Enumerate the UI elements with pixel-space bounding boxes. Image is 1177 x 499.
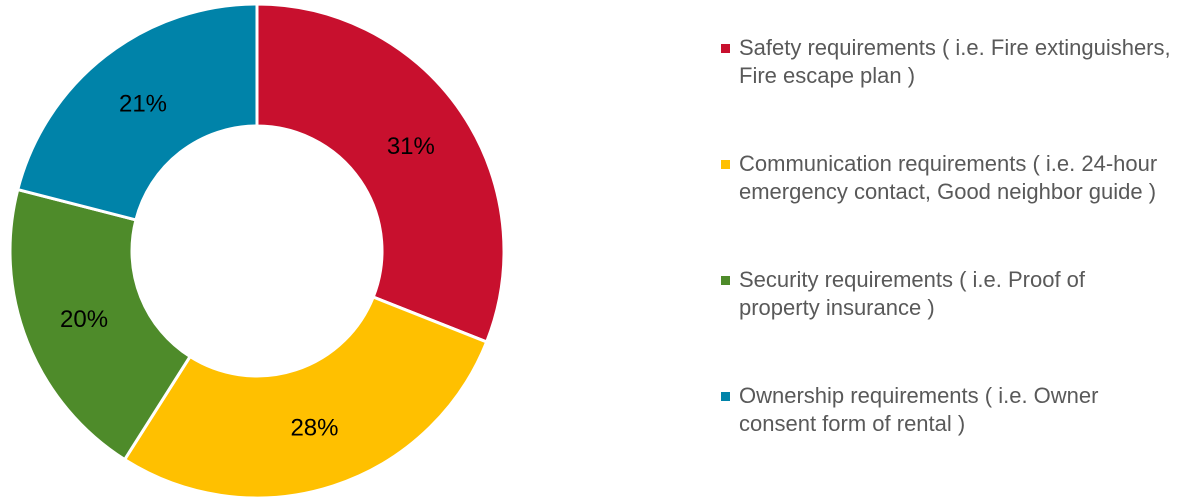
- legend-label: Safety requirements ( i.e. Fire extingui…: [739, 35, 1171, 88]
- data-label-ownership: 21%: [119, 91, 167, 118]
- legend-item-safety: Safety requirements ( i.e. Fire extingui…: [721, 34, 1171, 90]
- donut-data-labels: 31% 28% 20% 21%: [60, 91, 435, 442]
- legend-label: Communication requirements ( i.e. 24-hou…: [739, 151, 1158, 204]
- legend-marker-icon: [721, 276, 730, 285]
- donut-slices: [8, 2, 506, 499]
- legend-marker-icon: [721, 392, 730, 401]
- legend-marker-icon: [721, 160, 730, 169]
- legend-item-security: Security requirements ( i.e. Proof of pr…: [721, 266, 1171, 322]
- legend-label: Ownership requirements ( i.e. Owner cons…: [739, 383, 1099, 436]
- legend-item-communication: Communication requirements ( i.e. 24-hou…: [721, 150, 1171, 206]
- slice-security: [8, 187, 193, 462]
- data-label-communication: 28%: [290, 414, 338, 441]
- legend-marker-icon: [721, 44, 730, 53]
- legend-label: Security requirements ( i.e. Proof of pr…: [739, 267, 1086, 320]
- slice-communication: [122, 295, 489, 499]
- data-label-safety: 31%: [387, 133, 435, 160]
- slice-ownership: [15, 2, 259, 222]
- legend-item-ownership: Ownership requirements ( i.e. Owner cons…: [721, 382, 1171, 438]
- slice-safety: [255, 2, 506, 344]
- donut-chart: 31% 28% 20% 21%: [8, 2, 506, 499]
- data-label-security: 20%: [60, 306, 108, 333]
